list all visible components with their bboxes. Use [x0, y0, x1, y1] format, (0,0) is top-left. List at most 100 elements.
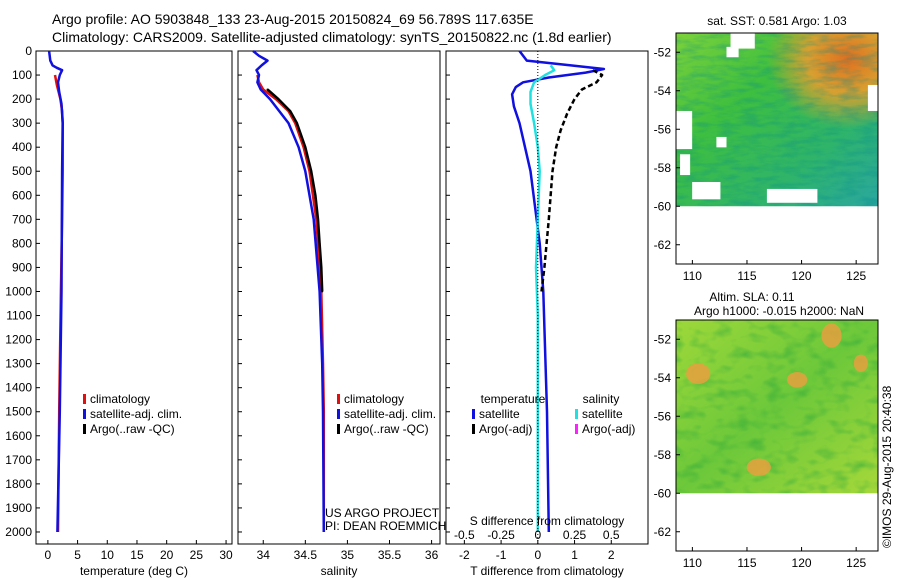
pi-credit: PI: DEAN ROEMMICH	[325, 519, 447, 533]
legend-swatch	[83, 424, 86, 434]
x-tick-label: 15	[130, 548, 144, 562]
legend-swatch	[83, 409, 86, 419]
x-axis-label: T difference from climatology	[470, 564, 624, 578]
x-tick-label: 120	[792, 556, 812, 570]
sla-texture-low	[676, 320, 878, 494]
y-tick-label: 900	[12, 260, 32, 274]
x-tick-label: 35	[341, 548, 355, 562]
x-axis-label: salinity	[321, 564, 358, 578]
argo-point	[318, 242, 321, 245]
x-tick-label: 34	[257, 548, 271, 562]
x-tick-label: 0	[45, 548, 52, 562]
y-tick-label: -52	[654, 45, 672, 59]
legend-label: Argo(-adj)	[582, 422, 635, 436]
x-tick-label: 125	[846, 556, 866, 570]
argo-point	[316, 218, 319, 221]
x-tick-label: 110	[683, 269, 702, 283]
x-tick-label: 34.5	[294, 548, 318, 562]
argo-point	[289, 110, 292, 113]
y-tick-label: 800	[12, 236, 32, 250]
series-climatology	[256, 74, 326, 532]
y-tick-label: -62	[654, 525, 672, 539]
x-tick-label: 120	[792, 269, 812, 283]
masked-gap	[716, 136, 727, 148]
legend-label: satellite-adj. clim.	[90, 407, 182, 421]
legend-swatch	[575, 424, 578, 434]
series-t-satellite	[510, 50, 606, 533]
panel-frame	[237, 50, 441, 545]
masked-gap	[676, 110, 693, 150]
masked-gap	[692, 181, 721, 200]
x-tick-label: 5	[74, 548, 81, 562]
series-satellite-adj-clim-	[252, 50, 326, 533]
y-tick-label: 1700	[5, 453, 32, 467]
y-tick-label: -54	[654, 84, 672, 98]
x-tick-label: 125	[846, 269, 866, 283]
sla-high	[746, 458, 771, 476]
map-title: sat. SST: 0.581 Argo: 1.03	[707, 14, 847, 28]
salinity-tick-label: 0.25	[563, 528, 587, 542]
map-title: Altim. SLA: 0.11	[709, 290, 794, 304]
x-tick-label: -2	[459, 548, 470, 562]
panel-frame	[445, 50, 649, 545]
masked-gap	[766, 188, 818, 203]
x-tick-label: 20	[160, 548, 174, 562]
panel-altim-sla-map: 110 115 120 125 -52 -54 -56 -58 -60 -62	[654, 319, 879, 570]
x-tick-label: 30	[219, 548, 233, 562]
legend-swatch	[337, 394, 340, 404]
sla-high	[787, 371, 808, 388]
y-tick-label: -54	[654, 371, 672, 385]
x-tick-label: 1	[571, 548, 578, 562]
y-tick-label: 400	[12, 140, 32, 154]
argo-point	[295, 122, 298, 125]
panel-salinity: 34 34.5 35 35.5 36 salinity	[237, 50, 441, 578]
y-tick-label: 1400	[5, 381, 32, 395]
legend-label: climatology	[90, 392, 150, 406]
imos-timestamp: ©IMOS 29-Aug-2015 20:40:38	[880, 385, 894, 548]
legend-swatch	[575, 409, 578, 419]
masked-gap	[730, 33, 755, 49]
y-tick-label: 1200	[5, 333, 32, 347]
map-frame	[675, 319, 879, 552]
legend-label: satellite	[582, 407, 623, 421]
y-tick-label: 1600	[5, 429, 32, 443]
profile-title: Argo profile: AO 5903848_133 23-Aug-2015…	[52, 11, 534, 27]
y-tick-label: 1100	[6, 309, 32, 323]
masked-gap	[726, 46, 739, 58]
argo-point	[320, 266, 323, 269]
legend-label: Argo(-adj)	[479, 422, 532, 436]
y-tick-label: -58	[654, 161, 672, 175]
x-tick-label: 25	[190, 548, 204, 562]
y-tick-label: 700	[12, 212, 32, 226]
legend-swatch	[337, 409, 340, 419]
y-tick-label: 0	[25, 44, 32, 58]
sst-texture	[676, 33, 878, 207]
x-tick-label: -1	[496, 548, 507, 562]
series-s-satellite	[529, 64, 556, 532]
legend-title-temperature: temperature	[481, 392, 546, 406]
y-tick-label: -52	[654, 332, 672, 346]
y-tick-label: 1800	[5, 477, 32, 491]
salinity-tick-label: -0.25	[487, 528, 515, 542]
argo-point	[277, 98, 280, 101]
masked-gap	[867, 84, 878, 111]
y-tick-label: -60	[654, 486, 672, 500]
y-tick-label: 600	[12, 188, 32, 202]
y-tick-label: 1900	[5, 501, 32, 515]
series-t-argo-adj-	[540, 69, 604, 292]
y-tick-label: -60	[654, 199, 672, 213]
y-tick-label: 1500	[5, 405, 32, 419]
y-tick-label: 2000	[5, 525, 32, 539]
sla-high	[821, 323, 842, 348]
argo-point	[321, 290, 324, 293]
salinity-tick-label: -0.5	[454, 528, 475, 542]
map-subtitle: Argo h1000: -0.015 h2000: NaN	[694, 304, 864, 318]
y-tick-label: -62	[654, 238, 672, 252]
y-tick-label: 1000	[5, 284, 32, 298]
salinity-tick-label: 0	[534, 528, 541, 542]
masked-gap	[680, 154, 691, 176]
legend-label: Argo(..raw -QC)	[90, 422, 175, 436]
x-tick-label: 35.5	[378, 548, 402, 562]
panel-difference: -2 -1 0 1 2 T difference from climatology S di…	[445, 50, 649, 578]
legend-title-salinity: salinity	[583, 392, 620, 406]
